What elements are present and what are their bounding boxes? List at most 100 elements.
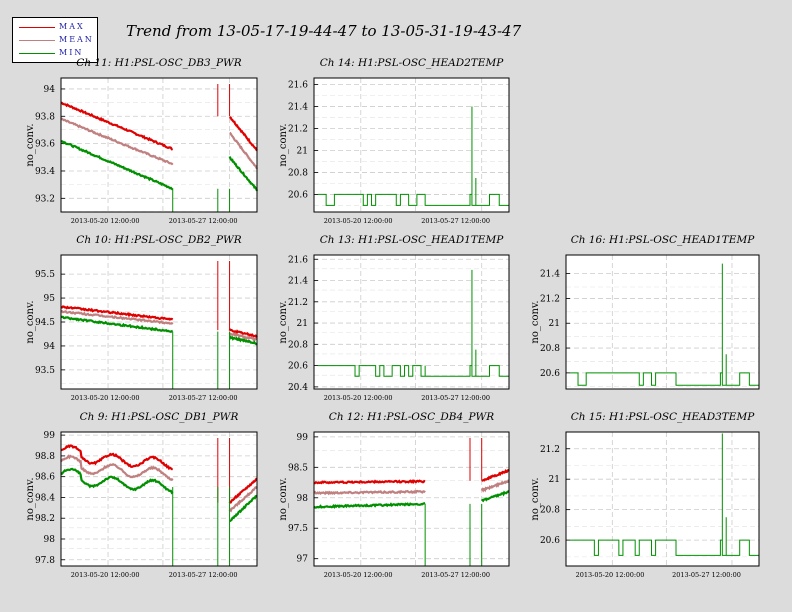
series-line <box>317 269 509 377</box>
y-tick-label: 93.6 <box>35 140 55 150</box>
series-line <box>228 156 259 192</box>
plot-area <box>61 78 257 212</box>
y-tick-label: 21.4 <box>540 270 560 280</box>
plot-area <box>61 432 257 566</box>
y-axis-label: no_conv. <box>25 477 36 520</box>
plot-frame <box>313 431 510 567</box>
y-tick-label: 93.5 <box>35 366 55 376</box>
legend-entry-max: MAX <box>13 22 97 34</box>
chart-panel: 21.6 21.4 21.2 21 20.8 20.6 Ch 14: H1:PSL-OSC_… <box>278 57 510 225</box>
x-tick-label: 2013-05-27 12:00:00 <box>421 394 490 402</box>
y-tick-label: 21 <box>297 146 308 156</box>
x-tick-label: 2013-05-27 12:00:00 <box>169 394 238 402</box>
page-title: Trend from 13-05-17-19-44-47 to 13-05-31… <box>126 22 522 40</box>
y-tick-label: 94 <box>44 342 56 352</box>
y-tick-label: 95 <box>44 294 56 304</box>
y-tick-label: 20.6 <box>288 190 308 200</box>
y-tick-label: 21 <box>297 319 308 329</box>
y-tick-label: 98.6 <box>35 473 55 483</box>
chart-title: Ch 13: H1:PSL-OSC_HEAD1TEMP <box>320 234 505 246</box>
series-line <box>480 479 510 493</box>
y-tick-label: 98.5 <box>288 463 308 473</box>
chart-panel: 21.4 21.2 21 20.8 20.6 Ch 16: H1:PSL-OSC_HEAD… <box>530 234 760 390</box>
y-tick-label: 98.2 <box>35 514 55 524</box>
x-tick-label: 2013-05-20 12:00:00 <box>324 217 393 225</box>
chart-title: Ch 10: H1:PSL-OSC_DB2_PWR <box>76 234 242 246</box>
series-line <box>228 486 258 513</box>
chart-panel: 99 98.5 98 97.5 97 Ch 12: H1:PSL-OSC_DB4_PWRn… <box>278 411 510 579</box>
series-line <box>228 328 258 339</box>
legend-entry-mean: MEAN <box>13 35 97 47</box>
series-line <box>481 468 510 482</box>
y-tick-label: 21.2 <box>288 298 308 308</box>
y-tick-label: 20.8 <box>540 344 560 354</box>
legend-label-mean: MEAN <box>59 35 94 44</box>
legend-label-min: MIN <box>59 48 84 57</box>
y-tick-label: 21.6 <box>288 255 308 265</box>
y-tick-label: 98.4 <box>35 493 55 503</box>
y-tick-label: 20.8 <box>540 506 560 516</box>
y-tick-label: 97.8 <box>35 556 55 566</box>
y-tick-label: 21.6 <box>288 81 308 91</box>
y-tick-label: 20.8 <box>288 168 308 178</box>
y-tick-label: 21.4 <box>288 277 308 287</box>
chart-title: Ch 12: H1:PSL-OSC_DB4_PWR <box>329 411 495 423</box>
chart-panel: 94 93.8 93.6 93.4 93.2 Ch 11: H1:PSL-OSC_DB3_… <box>25 57 259 225</box>
y-tick-label: 95.5 <box>35 270 55 280</box>
x-tick-label: 2013-05-27 12:00:00 <box>421 217 490 225</box>
plot-frame <box>60 431 258 567</box>
y-tick-label: 20.6 <box>540 369 560 379</box>
plot-frame <box>313 254 510 390</box>
y-tick-label: 94 <box>44 85 56 95</box>
y-tick-label: 20.6 <box>540 536 560 546</box>
legend: MAX MEAN MIN <box>12 17 98 63</box>
y-tick-label: 21.2 <box>288 125 308 135</box>
chart-title: Ch 14: H1:PSL-OSC_HEAD2TEMP <box>320 57 505 69</box>
series-line <box>60 467 174 495</box>
y-tick-label: 20.8 <box>288 340 308 350</box>
y-axis-label: no_conv. <box>25 123 36 166</box>
chart-title: Ch 11: H1:PSL-OSC_DB3_PWR <box>76 57 242 69</box>
series-line <box>313 489 426 496</box>
y-axis-label: no_conv. <box>530 300 541 343</box>
y-tick-label: 20.4 <box>288 383 308 393</box>
series-line <box>60 140 174 191</box>
series-line <box>60 454 174 482</box>
plot-area <box>566 255 759 389</box>
y-tick-label: 21 <box>549 475 560 485</box>
x-tick-label: 2013-05-20 12:00:00 <box>71 217 140 225</box>
series-line <box>480 490 510 503</box>
y-tick-label: 21 <box>549 319 560 329</box>
plot-area <box>314 432 509 566</box>
y-tick-label: 93.8 <box>35 112 55 122</box>
chart-title: Ch 16: H1:PSL-OSC_HEAD1TEMP <box>571 234 756 246</box>
plot-frame <box>313 77 510 213</box>
chart-title: Ch 15: H1:PSL-OSC_HEAD3TEMP <box>571 411 756 423</box>
series-line <box>229 335 257 346</box>
plot-frame <box>565 254 760 390</box>
y-tick-label: 97.5 <box>288 524 308 534</box>
series-line <box>313 479 426 485</box>
x-tick-label: 2013-05-27 12:00:00 <box>169 571 238 579</box>
legend-swatch-mean <box>19 40 55 41</box>
y-axis-label: no_conv. <box>278 123 289 166</box>
legend-swatch-max <box>19 27 55 28</box>
series-line <box>60 305 174 321</box>
series-line <box>228 332 258 342</box>
series-line <box>60 315 173 334</box>
y-tick-label: 93.2 <box>35 194 55 204</box>
y-axis-label: no_conv. <box>278 300 289 343</box>
legend-label-max: MAX <box>59 22 85 31</box>
chart-title: Ch 9: H1:PSL-OSC_DB1_PWR <box>80 411 239 423</box>
chart-panel: 21.2 21 20.8 20.6 Ch 15: H1:PSL-OSC_HEAD3TEM… <box>530 411 760 579</box>
legend-entry-min: MIN <box>13 48 97 60</box>
series-line <box>313 502 426 509</box>
y-tick-label: 98 <box>297 494 309 504</box>
plot-area <box>314 78 509 212</box>
y-tick-label: 99 <box>44 431 56 441</box>
series-line <box>569 263 759 386</box>
series-line <box>228 116 258 152</box>
y-tick-label: 21.2 <box>540 445 560 455</box>
series-line <box>569 433 759 556</box>
